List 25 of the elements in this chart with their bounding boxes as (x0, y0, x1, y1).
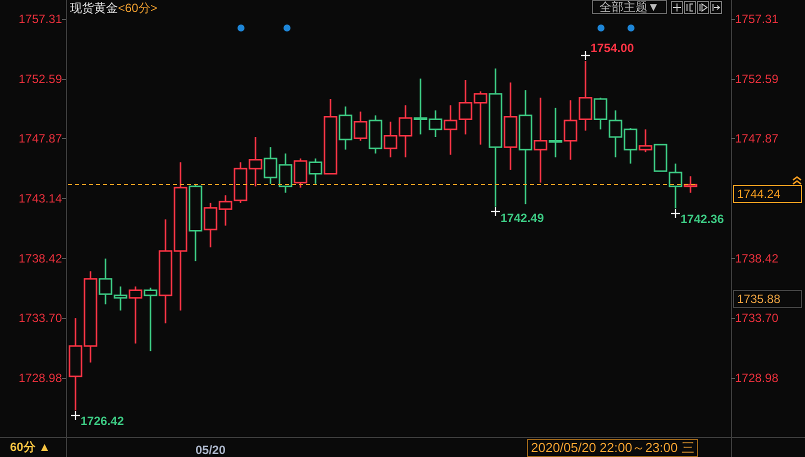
y2-tick-label: 1747.87 (735, 132, 779, 146)
time-tag: 2020/05/20 22:00～23:00 三 (527, 439, 698, 457)
text: 1742.49 (500, 210, 544, 225)
price-tag: 1744.24 (733, 184, 802, 203)
y2-tick-label: 1733.70 (735, 311, 779, 326)
y-tick-label: 1733.70 (18, 311, 62, 326)
y-tick-label: 1743.14 (18, 192, 62, 206)
chart-title: 现货黄金 (70, 1, 118, 15)
x-tick-label: 05/20 (195, 443, 226, 457)
dropdown-button: 全部主题▼ (592, 0, 667, 14)
text: 1742.36 (680, 212, 724, 226)
y2-tick-label: 1738.42 (735, 251, 779, 266)
y2-tick-label: 1728.98 (735, 370, 779, 385)
y-tick-label: 1738.42 (18, 251, 62, 266)
y-tick-label: 1728.98 (18, 370, 62, 385)
text: 1754.00 (590, 40, 634, 55)
text: 1726.42 (80, 414, 124, 428)
price-tag: 1735.88 (733, 290, 802, 308)
text: 60分 ▲ (10, 440, 51, 454)
y2-tick-label: 1752.59 (735, 72, 779, 86)
y-tick-label: 1757.31 (18, 12, 62, 26)
chart-subtitle: <60分> (118, 1, 158, 15)
y-tick-label: 1752.59 (18, 72, 62, 86)
y2-tick-label: 1757.31 (735, 12, 779, 26)
y-tick-label: 1747.87 (18, 132, 62, 146)
